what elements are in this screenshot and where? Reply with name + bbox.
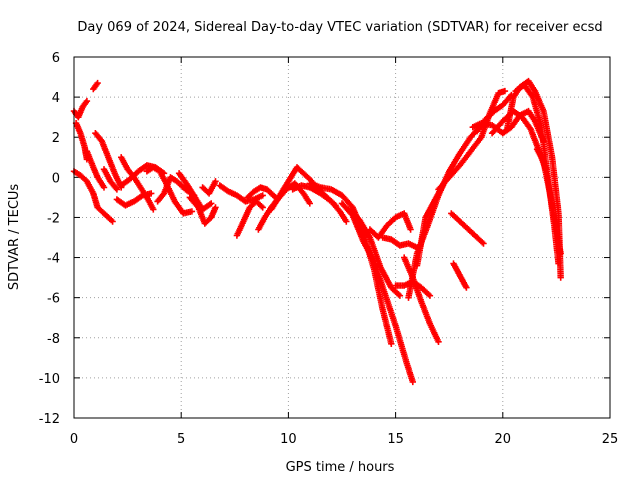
y-tick-label: -2 [47,211,60,226]
y-tick-label: -6 [47,292,60,307]
x-tick-label: 10 [280,432,297,447]
series-arc-28 [401,254,442,345]
x-tick-label: 15 [387,432,404,447]
y-tick-label: -4 [47,252,60,267]
data-series [70,77,564,386]
y-tick-label: 0 [52,171,60,186]
series-arc-14 [186,194,219,227]
series-arc-33 [450,260,470,291]
y-tick-label: 2 [52,131,60,146]
y-tick-label: -10 [39,372,60,387]
plot-frame [73,56,611,419]
series-arc-32 [448,210,487,247]
series-arc-17 [233,198,266,239]
series-arc-13 [175,170,215,213]
x-tick-label: 20 [495,432,512,447]
series-arc-18 [244,184,279,201]
x-axis-label: GPS time / hours [286,460,395,475]
y-tick-label: 4 [52,91,60,106]
series-arc-23 [338,200,416,386]
series-arc-06 [92,130,125,191]
series-arc-03 [90,79,101,93]
y-tick-label: -8 [47,332,60,347]
y-axis-label: SDTVAR / TECUs [7,184,22,291]
y-tick-label: 6 [52,51,60,66]
series-arc-25 [366,210,414,241]
series-arc-07 [100,166,121,193]
y-tick-label: -12 [39,412,60,427]
x-tick-label: 25 [602,432,619,447]
series-arc-31 [435,87,509,193]
series-arc-10 [113,190,155,209]
series-arc-05 [83,148,108,191]
x-tick-label: 0 [70,432,78,447]
series-arc-21 [289,182,350,225]
series-arc-39 [533,146,564,257]
series-arc-24 [345,206,404,299]
series-arc-16 [216,182,266,205]
series-arc-26 [379,234,421,251]
series-arc-15 [199,178,219,197]
chart-title: Day 069 of 2024, Sidereal Day-to-day VTE… [77,20,602,35]
x-tick-label: 5 [177,432,185,447]
